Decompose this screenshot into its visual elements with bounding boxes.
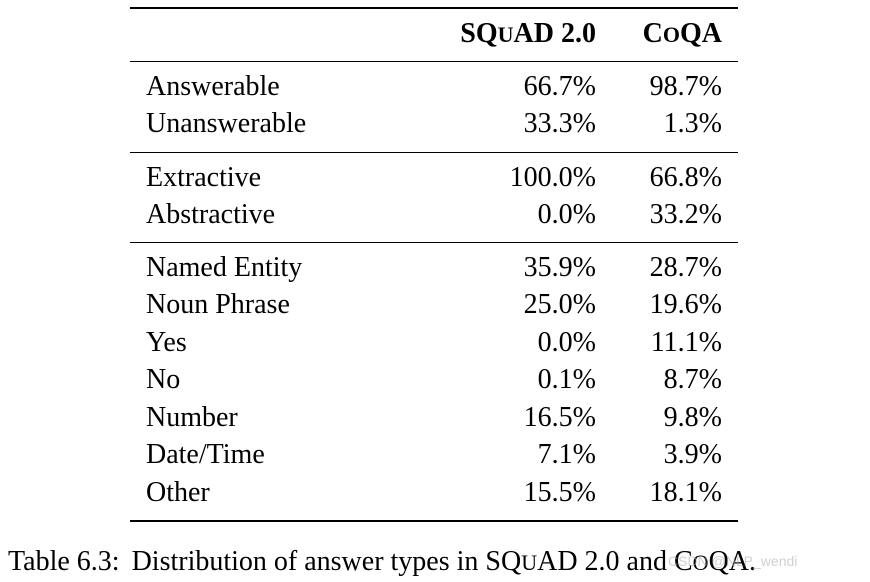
coqa-value: 1.3% (663, 108, 722, 139)
coqa-value: 98.7% (649, 71, 722, 102)
row-label: Other (146, 477, 210, 508)
squad-value: 25.0% (523, 289, 596, 320)
coqa-value: 18.1% (649, 477, 722, 508)
squad-value: 16.5% (523, 402, 596, 433)
caption-coqa-prefix: C (673, 546, 693, 577)
squad-value: 0.0% (537, 327, 596, 358)
caption-label: Table 6.3: (8, 546, 120, 577)
coqa-smallcaps: O (662, 22, 680, 47)
squad-smallcaps: U (497, 22, 514, 47)
coqa-value: 8.7% (663, 364, 722, 395)
squad-prefix: SQ (460, 18, 498, 49)
table-caption: Table 6.3: Distribution of answer types i… (8, 545, 756, 580)
row-label: Named Entity (146, 252, 303, 283)
row-label: Number (146, 402, 238, 433)
coqa-value: 33.2% (649, 199, 722, 230)
squad-value: 100.0% (509, 162, 596, 193)
caption-coqa-smallcaps: O (692, 550, 709, 575)
row-label: No (146, 364, 181, 395)
column-header-coqa: COQA (643, 17, 722, 52)
row-label: Answerable (146, 71, 280, 102)
squad-value: 15.5% (523, 477, 596, 508)
caption-text-middle: and (619, 546, 674, 577)
coqa-prefix: C (642, 18, 663, 49)
row-label: Abstractive (146, 199, 276, 230)
table-bottom-rule (130, 520, 738, 522)
row-label: Noun Phrase (146, 289, 290, 320)
caption-text-after: . (749, 546, 757, 577)
coqa-value: 28.7% (649, 252, 722, 283)
coqa-value: 66.8% (649, 162, 722, 193)
watermark: CSDN @NLP_wendi (668, 553, 798, 569)
squad-value: 7.1% (537, 439, 596, 470)
caption-squad-suffix: AD 2.0 (537, 546, 620, 577)
squad-value: 33.3% (523, 108, 596, 139)
row-label: Yes (146, 327, 187, 358)
caption-squad-smallcaps: U (521, 550, 538, 575)
row-label: Unanswerable (146, 108, 307, 139)
group-rule-2 (130, 242, 738, 243)
caption-text-before: Distribution of answer types in (131, 546, 486, 577)
column-header-squad: SQUAD 2.0 (460, 17, 596, 52)
coqa-value: 3.9% (663, 439, 722, 470)
coqa-suffix: QA (680, 18, 722, 49)
row-label: Date/Time (146, 439, 265, 470)
header-rule (130, 61, 738, 62)
squad-suffix: AD 2.0 (513, 18, 596, 49)
table-top-rule (130, 7, 738, 9)
coqa-value: 19.6% (649, 289, 722, 320)
group-rule-1 (130, 152, 738, 153)
squad-value: 0.1% (537, 364, 596, 395)
coqa-value: 11.1% (650, 327, 722, 358)
caption-coqa-suffix: QA (708, 546, 750, 577)
row-label: Extractive (146, 162, 262, 193)
squad-value: 0.0% (537, 199, 596, 230)
coqa-value: 9.8% (663, 402, 722, 433)
squad-value: 66.7% (523, 71, 596, 102)
caption-squad-prefix: SQ (485, 546, 522, 577)
squad-value: 35.9% (523, 252, 596, 283)
